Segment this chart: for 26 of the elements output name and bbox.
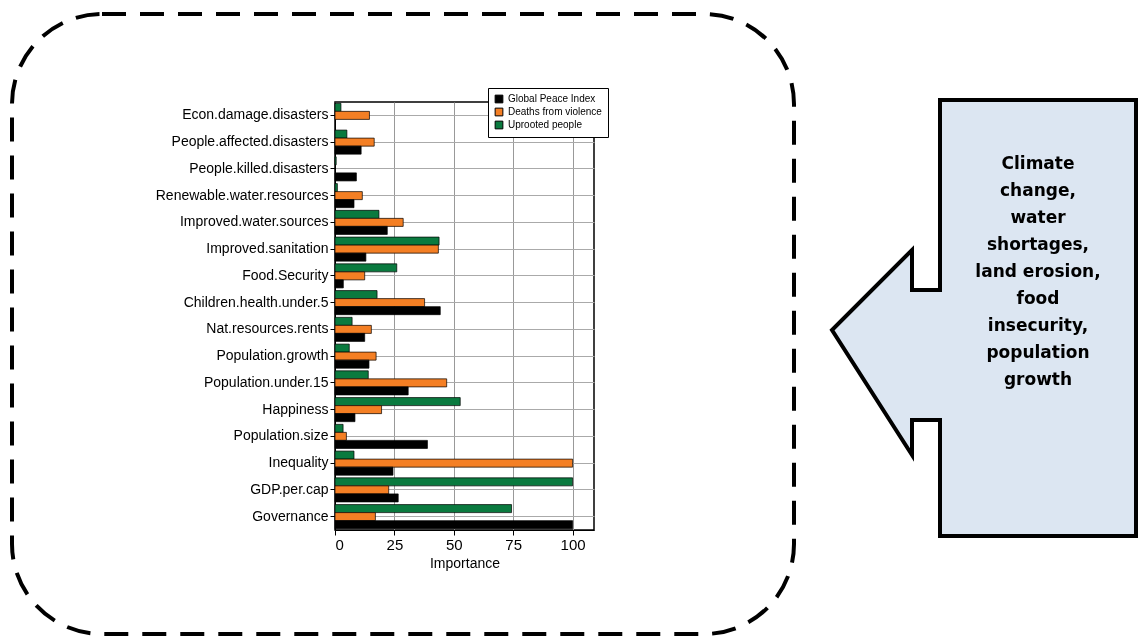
y-tick-label: Population.under.15 [203, 373, 329, 390]
y-tick-label: GDP.per.cap [250, 480, 329, 497]
y-tick-label: Inequality [268, 454, 329, 471]
y-tick-label: Nat.resources.rents [206, 320, 329, 337]
y-tick-label: Happiness [262, 400, 329, 417]
y-tick-label: Food.Security [242, 266, 329, 283]
y-tick-label: Improved.water.sources [179, 213, 329, 230]
x-tick-label: 75 [505, 535, 523, 553]
y-tick-label: Population.size [233, 427, 329, 444]
legend-label: Global Peace Index [508, 93, 596, 104]
y-tick-label: Children.health.under.5 [183, 293, 329, 310]
y-tick-label: Population.growth [216, 347, 329, 364]
x-axis-title: Importance [429, 554, 501, 571]
legend-label: Deaths from violence [508, 106, 603, 117]
y-tick-label: Governance [252, 507, 329, 524]
y-tick-label: People.killed.disasters [189, 159, 329, 176]
y-tick-label: Improved.sanitation [206, 240, 329, 257]
legend-label: Uprooted people [508, 119, 583, 130]
y-tick-label: People.affected.disasters [171, 133, 329, 150]
y-tick-label: Renewable.water.resources [155, 186, 329, 203]
y-tick-label: Econ.damage.disasters [182, 106, 329, 123]
x-tick-label: 50 [445, 535, 463, 553]
text: Climate change, water shortages, land erosion, food insecurity, population growth [975, 153, 1101, 389]
x-tick-label: 25 [386, 535, 404, 553]
x-tick-label: 0 [335, 535, 344, 553]
x-tick-label: 100 [560, 535, 586, 553]
